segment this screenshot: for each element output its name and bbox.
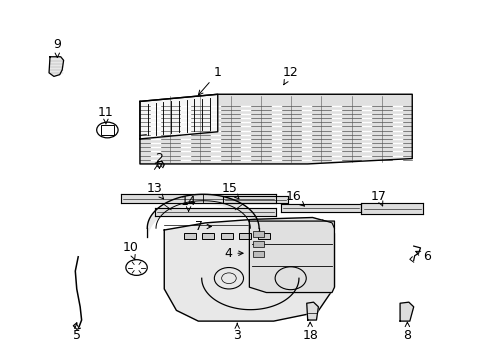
Bar xyxy=(101,125,114,135)
Bar xyxy=(202,233,214,239)
Polygon shape xyxy=(222,196,287,203)
Text: 9: 9 xyxy=(53,38,61,58)
Text: 3: 3 xyxy=(233,323,241,342)
Text: 15: 15 xyxy=(222,183,239,199)
Polygon shape xyxy=(49,57,63,76)
Text: 18: 18 xyxy=(302,322,317,342)
Polygon shape xyxy=(306,302,318,320)
Text: 5: 5 xyxy=(73,323,81,342)
Polygon shape xyxy=(399,302,413,321)
Polygon shape xyxy=(249,221,334,293)
Polygon shape xyxy=(154,208,276,216)
Text: 8: 8 xyxy=(403,322,410,342)
Bar xyxy=(257,233,269,239)
Text: 10: 10 xyxy=(122,241,138,260)
Polygon shape xyxy=(120,194,276,203)
Polygon shape xyxy=(140,94,411,164)
Bar xyxy=(239,233,251,239)
Bar xyxy=(253,251,264,257)
Bar xyxy=(253,242,264,247)
Polygon shape xyxy=(281,204,361,212)
Text: 6: 6 xyxy=(415,250,430,263)
Text: 16: 16 xyxy=(285,190,304,206)
Bar xyxy=(253,231,264,237)
Text: 11: 11 xyxy=(98,105,114,124)
Text: 7: 7 xyxy=(195,220,211,233)
Bar xyxy=(183,233,196,239)
Text: 12: 12 xyxy=(282,66,298,85)
Bar xyxy=(220,233,232,239)
Polygon shape xyxy=(140,94,217,139)
Text: 13: 13 xyxy=(146,183,163,199)
Text: 14: 14 xyxy=(181,195,196,211)
Text: 4: 4 xyxy=(224,247,243,260)
Polygon shape xyxy=(361,203,423,214)
Polygon shape xyxy=(164,217,334,321)
Text: 2: 2 xyxy=(155,152,163,168)
Text: 1: 1 xyxy=(198,66,221,95)
Text: 17: 17 xyxy=(369,190,386,206)
